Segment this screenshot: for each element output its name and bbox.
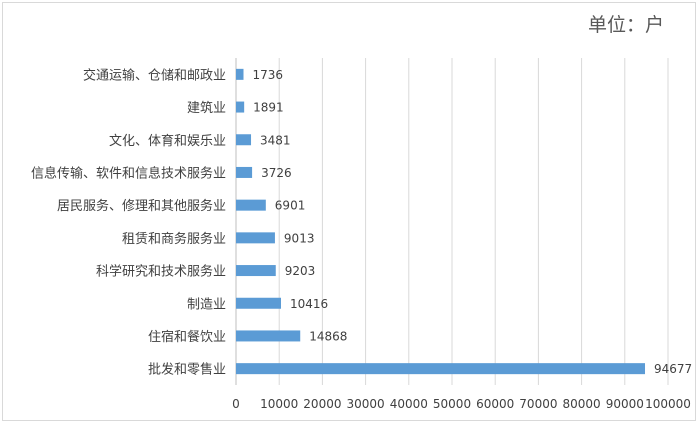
bars (236, 68, 646, 375)
category-label: 信息传输、软件和信息技术服务业 (31, 165, 226, 181)
data-label: 1891 (253, 101, 284, 115)
bar (236, 199, 266, 211)
grid-lines (235, 58, 669, 385)
category-label: 交通运输、仓储和邮政业 (83, 67, 226, 83)
x-tick-label: 100000 (645, 397, 691, 411)
bar (236, 134, 252, 146)
bar (236, 297, 281, 309)
bar (236, 265, 276, 277)
data-label: 9203 (285, 264, 316, 278)
data-label: 10416 (290, 297, 328, 311)
chart-frame (2, 2, 696, 421)
bar (236, 363, 646, 375)
x-tick-label: 90000 (606, 397, 644, 411)
x-tick-label: 50000 (433, 397, 471, 411)
x-tick-label: 20000 (303, 397, 341, 411)
category-label: 居民服务、修理和其他服务业 (57, 198, 226, 214)
bar (236, 166, 253, 178)
labels: 0 10000 20000 30000 40000 50000 60000 70000 8000… (31, 67, 692, 411)
bar (236, 232, 275, 244)
category-label: 批发和零售业 (148, 362, 226, 378)
category-label: 制造业 (187, 297, 226, 312)
x-tick-label: 0 (232, 397, 240, 411)
x-tick-label: 30000 (347, 397, 385, 411)
data-label: 3726 (261, 166, 292, 180)
data-label: 1736 (252, 68, 283, 82)
bar (236, 330, 301, 342)
category-label: 租赁和商务服务业 (122, 231, 226, 247)
x-tick-label: 80000 (563, 397, 601, 411)
x-tick-label: 60000 (476, 397, 514, 411)
category-label: 科学研究和技术服务业 (96, 264, 226, 280)
category-label: 住宿和餐饮业 (148, 329, 226, 345)
data-label: 94677 (654, 362, 692, 376)
data-label: 3481 (260, 133, 291, 147)
bar (236, 68, 244, 80)
x-tick-label: 40000 (390, 397, 428, 411)
unit-label: 单位：户 (587, 14, 664, 36)
bar (236, 101, 245, 113)
data-label: 6901 (275, 199, 306, 213)
data-label: 14868 (309, 329, 347, 343)
data-label: 9013 (284, 231, 315, 245)
x-tick-label: 10000 (260, 397, 298, 411)
category-label: 建筑业 (187, 100, 226, 116)
category-label: 文化、体育和娱乐业 (109, 133, 226, 149)
x-tick-label: 70000 (519, 397, 557, 411)
